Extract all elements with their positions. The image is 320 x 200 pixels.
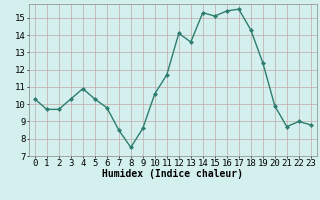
X-axis label: Humidex (Indice chaleur): Humidex (Indice chaleur) [102, 169, 243, 179]
